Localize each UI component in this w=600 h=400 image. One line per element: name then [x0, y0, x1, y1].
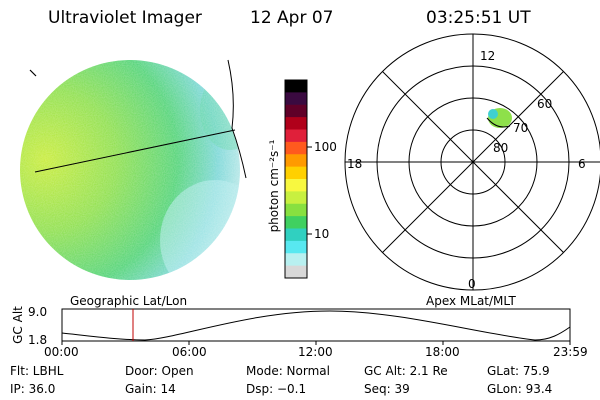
seq-value: Seq: 39: [364, 382, 410, 396]
filter-value: Flt: LBHL: [10, 364, 64, 378]
colorbar-tick-10: 10: [314, 227, 330, 241]
orbit-ymax: 9.0: [28, 305, 48, 319]
polar-ring-label-70: 70: [513, 121, 529, 135]
glon-value: GLon: 93.4: [487, 382, 553, 396]
colorbar-band: [285, 92, 307, 106]
colorbar-band: [285, 228, 307, 242]
polar-label-0: 0: [468, 277, 476, 291]
polar-ring-label-80: 80: [493, 141, 509, 155]
colorbar-band: [285, 179, 307, 192]
colorbar-band: [285, 117, 307, 130]
colorbar-band: [285, 265, 307, 279]
orbit-ymin: 1.8: [28, 333, 48, 347]
polar-label-6: 6: [578, 157, 586, 171]
dsp-value: Dsp: −0.1: [246, 382, 307, 396]
colorbar-band: [285, 203, 307, 217]
colorbar-band: [285, 141, 307, 155]
apex-title: Apex MLat/MLT: [426, 294, 516, 308]
time-tick-1: 06:00: [172, 345, 207, 359]
time-tick-3: 18:00: [425, 345, 460, 359]
colorbar-band: [285, 166, 307, 180]
glat-value: GLat: 75.9: [487, 364, 550, 378]
colorbar-band: [285, 129, 307, 143]
gc-alt-value: GC Alt: 2.1 Re: [364, 364, 448, 378]
polar-label-12: 12: [480, 49, 496, 63]
mode-value: Mode: Normal: [246, 364, 330, 378]
polar-ring-label-60: 60: [537, 97, 553, 111]
auroral-spot: [486, 108, 512, 128]
app-title: Ultraviolet Imager: [48, 8, 202, 28]
colorbar-tick-100: 100: [314, 140, 337, 154]
ip-value: IP: 36.0: [10, 382, 56, 396]
colorbar-band: [285, 104, 307, 118]
door-value: Door: Open: [125, 364, 194, 378]
geographic-title: Geographic Lat/Lon: [70, 294, 188, 308]
colorbar-band: [285, 240, 307, 254]
image-time: 03:25:51 UT: [426, 8, 531, 28]
colorbar-band: [285, 191, 307, 205]
image-date: 12 Apr 07: [250, 8, 334, 28]
time-tick-2: 12:00: [298, 345, 333, 359]
colorbar-band: [285, 216, 307, 229]
colorbar-band: [285, 253, 307, 267]
colorbar-band: [285, 80, 307, 93]
gain-value: Gain: 14: [125, 382, 176, 396]
polar-label-18: 18: [347, 157, 363, 171]
time-tick-4: 23:59: [553, 345, 588, 359]
time-tick-0: 00:00: [44, 345, 79, 359]
colorbar-band: [285, 154, 307, 168]
